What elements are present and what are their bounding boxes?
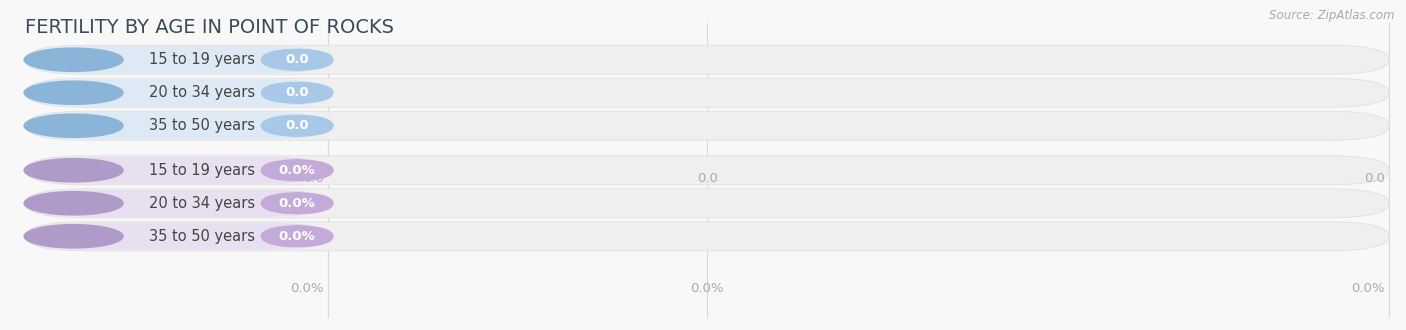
FancyBboxPatch shape — [25, 157, 328, 183]
Circle shape — [24, 159, 124, 182]
Text: 0.0: 0.0 — [697, 172, 717, 184]
Text: 0.0%: 0.0% — [1351, 282, 1385, 295]
FancyBboxPatch shape — [25, 189, 1389, 218]
FancyBboxPatch shape — [260, 192, 333, 215]
Text: 0.0%: 0.0% — [278, 164, 315, 177]
FancyBboxPatch shape — [260, 81, 333, 104]
Text: 35 to 50 years: 35 to 50 years — [149, 229, 254, 244]
FancyBboxPatch shape — [25, 47, 328, 73]
Circle shape — [24, 225, 124, 248]
FancyBboxPatch shape — [25, 113, 328, 139]
FancyBboxPatch shape — [260, 225, 333, 248]
FancyBboxPatch shape — [25, 111, 1389, 140]
Text: 0.0%: 0.0% — [690, 282, 724, 295]
Text: 0.0: 0.0 — [302, 172, 323, 184]
Circle shape — [24, 48, 124, 71]
Text: 0.0%: 0.0% — [278, 197, 315, 210]
Text: 0.0%: 0.0% — [278, 230, 315, 243]
Text: Source: ZipAtlas.com: Source: ZipAtlas.com — [1270, 9, 1395, 22]
FancyBboxPatch shape — [260, 159, 333, 182]
Text: FERTILITY BY AGE IN POINT OF ROCKS: FERTILITY BY AGE IN POINT OF ROCKS — [25, 18, 394, 37]
Text: 15 to 19 years: 15 to 19 years — [149, 52, 254, 67]
Text: 0.0: 0.0 — [285, 86, 309, 99]
FancyBboxPatch shape — [25, 156, 1389, 185]
FancyBboxPatch shape — [25, 45, 1389, 74]
FancyBboxPatch shape — [25, 78, 1389, 107]
FancyBboxPatch shape — [25, 223, 328, 249]
Circle shape — [24, 114, 124, 137]
Text: 0.0: 0.0 — [285, 119, 309, 132]
Text: 35 to 50 years: 35 to 50 years — [149, 118, 254, 133]
Text: 0.0: 0.0 — [1364, 172, 1385, 184]
Circle shape — [24, 192, 124, 215]
Text: 20 to 34 years: 20 to 34 years — [149, 196, 254, 211]
FancyBboxPatch shape — [25, 80, 328, 106]
Circle shape — [24, 81, 124, 104]
FancyBboxPatch shape — [25, 222, 1389, 251]
Text: 0.0%: 0.0% — [291, 282, 323, 295]
FancyBboxPatch shape — [260, 114, 333, 137]
Text: 15 to 19 years: 15 to 19 years — [149, 163, 254, 178]
Text: 0.0: 0.0 — [285, 53, 309, 66]
FancyBboxPatch shape — [260, 48, 333, 71]
Text: 20 to 34 years: 20 to 34 years — [149, 85, 254, 100]
FancyBboxPatch shape — [25, 190, 328, 216]
